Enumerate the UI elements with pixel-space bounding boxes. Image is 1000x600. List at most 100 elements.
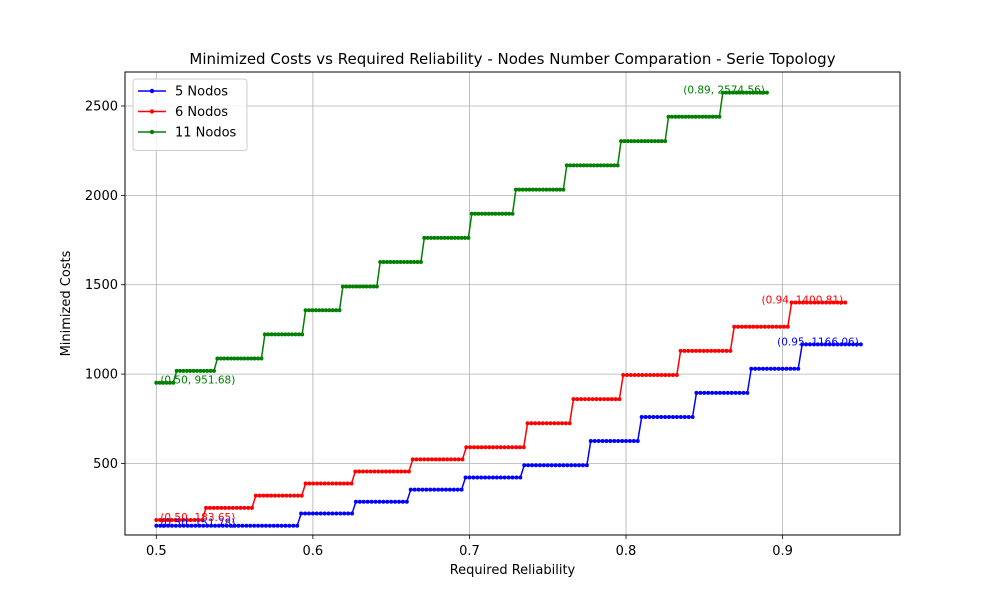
data-point xyxy=(707,114,712,119)
data-point xyxy=(246,505,251,510)
data-point xyxy=(487,445,492,450)
data-point xyxy=(449,457,453,462)
data-point xyxy=(279,332,284,337)
data-point xyxy=(732,324,737,329)
data-point xyxy=(591,163,596,168)
data-point xyxy=(446,235,451,240)
data-point xyxy=(273,332,278,337)
data-point xyxy=(185,523,190,528)
data-point xyxy=(698,390,703,395)
data-point xyxy=(475,445,480,450)
data-point xyxy=(741,390,746,395)
data-point xyxy=(729,390,734,395)
data-point xyxy=(404,499,409,504)
data-point xyxy=(449,235,454,240)
data-point xyxy=(727,90,732,95)
data-point xyxy=(725,390,730,395)
data-point xyxy=(659,415,664,420)
data-point xyxy=(296,332,301,337)
data-point xyxy=(710,390,715,395)
data-point xyxy=(751,324,756,329)
data-point xyxy=(632,139,637,144)
plot-frame xyxy=(124,71,901,536)
point-annotation: (0.50, 183.65) xyxy=(160,512,235,524)
data-point xyxy=(368,469,373,474)
data-point xyxy=(510,211,515,216)
data-point xyxy=(632,373,637,378)
data-point xyxy=(437,457,442,462)
data-point xyxy=(496,211,501,216)
data-point xyxy=(330,481,335,486)
data-point xyxy=(242,505,247,510)
data-point xyxy=(502,445,507,450)
data-point xyxy=(635,438,640,443)
data-point xyxy=(759,324,763,329)
data-point xyxy=(158,523,163,528)
data-point xyxy=(563,421,568,426)
data-point xyxy=(181,368,186,373)
data-point xyxy=(507,211,512,216)
data-point xyxy=(357,469,362,474)
data-point xyxy=(272,493,277,498)
data-point xyxy=(377,499,382,504)
data-point xyxy=(778,324,783,329)
data-point xyxy=(242,356,247,361)
x-tick-label: 0.8 xyxy=(616,544,637,559)
data-point xyxy=(440,487,445,492)
data-point xyxy=(800,342,805,347)
data-point xyxy=(191,368,196,373)
data-point xyxy=(548,421,553,426)
data-point xyxy=(326,511,331,516)
data-point xyxy=(652,139,657,144)
data-point xyxy=(391,469,396,474)
data-point xyxy=(192,518,197,523)
data-point xyxy=(368,284,373,289)
data-point xyxy=(208,368,213,373)
data-point xyxy=(530,187,535,192)
data-point xyxy=(157,380,162,385)
data-point xyxy=(753,366,758,371)
data-point xyxy=(569,463,574,468)
data-point xyxy=(218,356,223,361)
data-point xyxy=(793,300,798,305)
data-point xyxy=(388,260,393,265)
data-point xyxy=(306,511,311,516)
x-tick-label: 0.7 xyxy=(459,544,480,559)
data-point xyxy=(622,139,627,144)
data-point xyxy=(510,475,515,480)
data-point xyxy=(398,260,403,265)
data-point xyxy=(669,114,674,119)
legend-label: 11 Nodos xyxy=(175,126,237,141)
data-point xyxy=(858,342,863,347)
data-point xyxy=(169,518,174,523)
data-point xyxy=(389,499,394,504)
data-point xyxy=(486,211,491,216)
data-point xyxy=(598,397,603,402)
data-point xyxy=(429,235,434,240)
data-point xyxy=(349,481,354,486)
data-point xyxy=(640,373,645,378)
data-point xyxy=(544,187,549,192)
data-point xyxy=(418,457,423,462)
data-point xyxy=(571,163,576,168)
data-point xyxy=(232,523,237,528)
data-point xyxy=(410,457,415,462)
data-point xyxy=(714,114,719,119)
data-point xyxy=(396,499,401,504)
legend-marker xyxy=(149,88,155,94)
data-point xyxy=(839,300,844,305)
data-point xyxy=(520,187,525,192)
series-layer xyxy=(154,90,863,528)
data-point xyxy=(252,356,257,361)
data-point xyxy=(720,348,725,353)
data-point xyxy=(464,445,469,450)
data-point xyxy=(197,523,202,528)
data-point xyxy=(743,324,748,329)
data-point xyxy=(204,505,209,510)
data-point xyxy=(271,523,276,528)
data-point xyxy=(357,499,362,504)
data-point xyxy=(344,284,349,289)
data-point xyxy=(667,415,672,420)
data-point xyxy=(781,324,786,329)
data-point xyxy=(663,373,668,378)
